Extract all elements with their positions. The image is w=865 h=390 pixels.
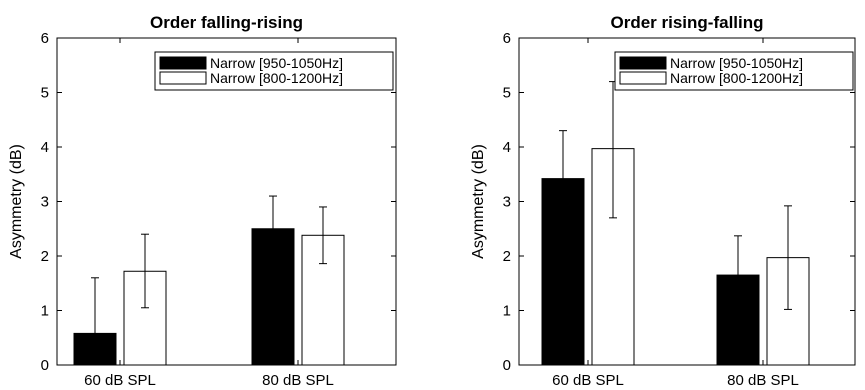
panel-2-ytick-label: 0 [503,357,511,374]
panel-1-axes-box [56,37,397,366]
panel-1-legend-label: Narrow [800-1200Hz] [210,70,343,86]
panel-2-ytick-label: 6 [503,30,511,47]
panel-1-ytick-label: 1 [41,303,49,320]
panel-1-legend-swatch [159,56,207,70]
panel-1-ytick-label: 2 [41,248,49,265]
panel-2-title: Order rising-falling [610,13,763,32]
panel-1-legend-label: Narrow [950-1050Hz] [210,55,343,71]
panel-2-ylabel: Asymmetry (dB) [470,144,487,259]
panel-2-xtick-label: 60 dB SPL [552,372,624,389]
panel-2-legend-label: Narrow [950-1050Hz] [670,55,803,71]
panel-2-ytick-label: 1 [503,303,511,320]
panel-2-ytick-label: 3 [503,194,511,211]
panel-2-legend-swatch [619,56,667,70]
panel-2-ytick-label: 2 [503,248,511,265]
panel-1-ytick-label: 6 [41,30,49,47]
panel-1-ytick-label: 3 [41,194,49,211]
panel-1-ytick-label: 5 [41,85,49,102]
panel-1-xtick-label: 80 dB SPL [262,372,334,389]
panel-1-legend-swatch [159,71,207,85]
panel-1-ytick-label: 0 [41,357,49,374]
panel-2-xtick-label: 80 dB SPL [727,372,799,389]
panel-1-title: Order falling-rising [150,13,303,32]
panel-2-ytick-label: 4 [503,139,511,156]
panel-1-ytick-label: 4 [41,139,49,156]
panel-1-ylabel: Asymmetry (dB) [8,144,25,259]
panel-2-ytick-label: 5 [503,85,511,102]
panel-2-axes-box [518,37,856,366]
panel-2-legend-label: Narrow [800-1200Hz] [670,70,803,86]
panel-2-legend-swatch [619,71,667,85]
panel-1-xtick-label: 60 dB SPL [84,372,156,389]
